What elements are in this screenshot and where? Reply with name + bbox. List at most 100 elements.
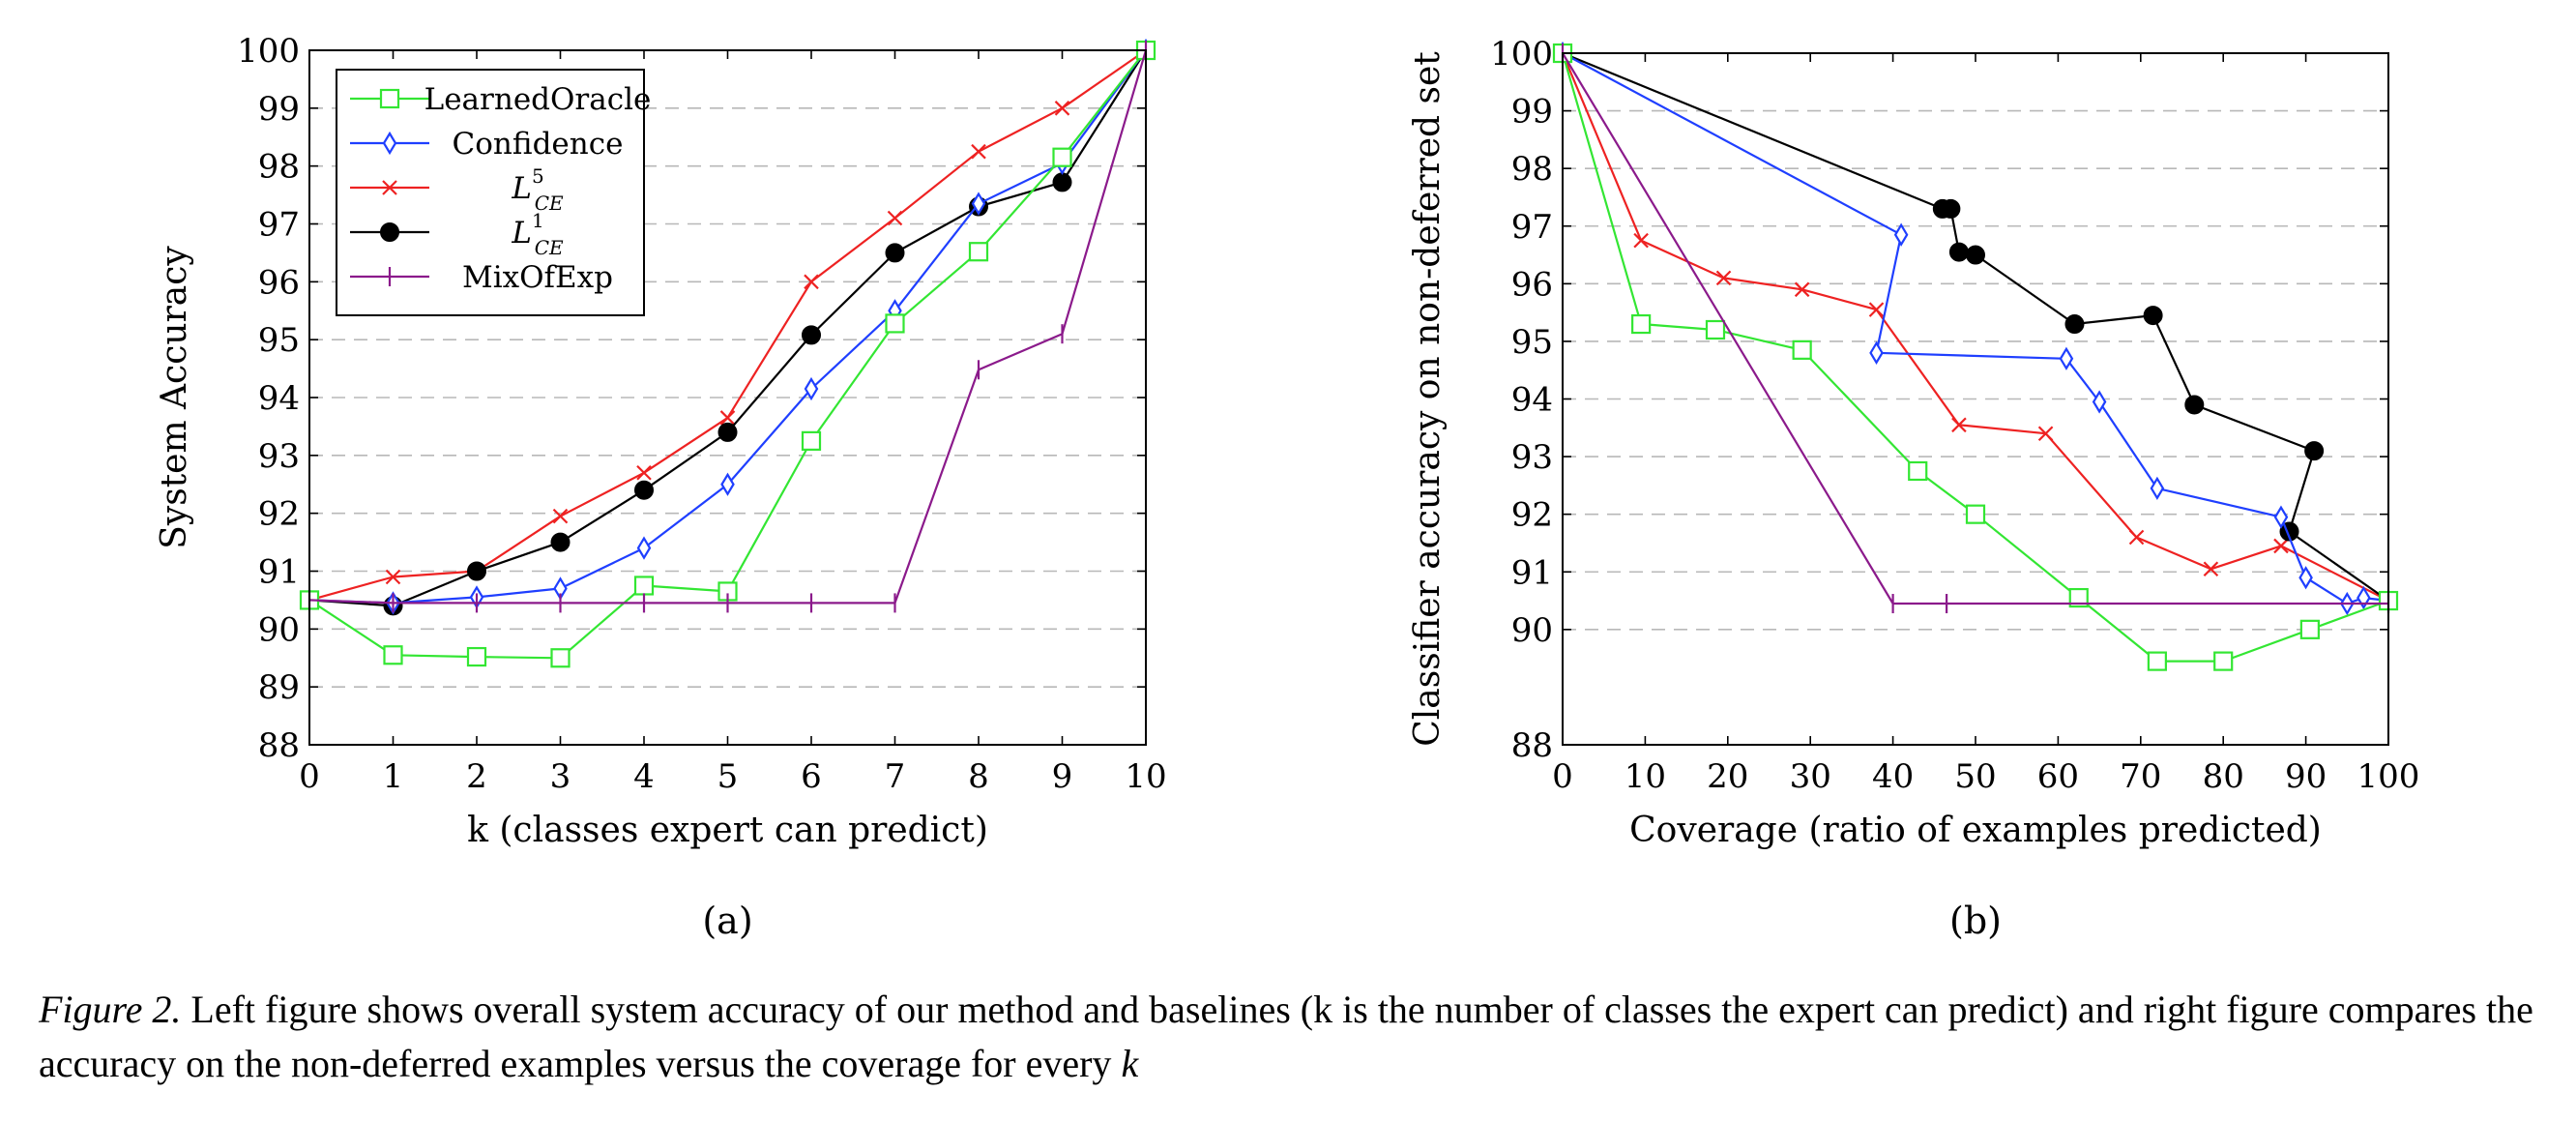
chart-a-point-l1ce — [717, 422, 738, 442]
chart-a-ytick-label: 96 — [258, 263, 300, 302]
caption-text: Left figure shows overall system accurac… — [39, 988, 2533, 1085]
chart-a-point-l1ce — [1052, 172, 1072, 192]
chart-b-xtick-label: 70 — [2120, 757, 2161, 796]
chart-b-xtick-label: 90 — [2285, 757, 2327, 796]
chart-b-point-confidence — [1869, 340, 1884, 365]
chart-a-xtick-label: 6 — [801, 757, 822, 796]
chart-b-ytick-label: 91 — [1511, 553, 1553, 592]
chart-b-ytick-label: 88 — [1511, 726, 1553, 765]
chart-a-point-l1ce — [634, 480, 654, 500]
chart-b-ytick-label: 99 — [1511, 93, 1553, 132]
chart-b-point-l5ce — [1951, 417, 1967, 433]
chart-b-point-l1ce — [2064, 314, 2085, 335]
chart-a-point-l1ce — [467, 561, 486, 581]
chart-a-panel: 0 1 2 3 4 5 6 7 8 9 10 88 89 90 91 92 93 94 95 96 97 98 99 100 k… — [0, 0, 1257, 967]
legend-label-base: L — [511, 216, 532, 251]
chart-b-xtick-label: 80 — [2203, 757, 2244, 796]
chart-b-xtick-label: 0 — [1552, 757, 1573, 796]
legend-label-learnedoracle: LearnedOracle — [424, 82, 652, 117]
legend-label-mixofexp: MixOfExp — [462, 260, 613, 295]
legend-entry-l5ce: L5 CE — [350, 164, 564, 215]
chart-b-xtick-label: 30 — [1790, 757, 1831, 796]
chart-a-ytick-label: 92 — [258, 495, 300, 534]
legend-marker-l5ce — [382, 180, 397, 195]
legend-label-base: L — [511, 171, 532, 206]
chart-b-point-l5ce — [1794, 281, 1810, 298]
chart-b-point-l5ce — [2273, 538, 2289, 554]
chart-b-line-learnedoracle — [1561, 52, 2389, 663]
chart-a-ytick-label: 100 — [237, 32, 300, 71]
chart-b-ytick-label: 97 — [1511, 208, 1553, 247]
chart-a-ytick-label: 88 — [258, 726, 300, 765]
chart-a-point-confidence — [804, 376, 819, 401]
chart-a-xtick-label: 0 — [299, 757, 320, 796]
chart-a-ytick-label: 99 — [258, 90, 300, 129]
chart-a-point-learnedoracle — [885, 313, 905, 334]
chart-a-point-confidence — [720, 472, 735, 496]
chart-a-xtick-label: 5 — [717, 757, 739, 796]
chart-b-panel: 0 10 20 30 40 50 60 70 80 90 100 88 90 91 92 93 94 95 96 97… — [1257, 0, 2576, 967]
chart-a-xtick-label: 7 — [885, 757, 906, 796]
chart-a-point-l5ce — [971, 143, 986, 160]
chart-a-point-confidence — [636, 536, 652, 560]
chart-b-ytick-label: 95 — [1511, 323, 1553, 362]
chart-a-ytick-label: 93 — [258, 437, 300, 476]
legend-label-sub: CE — [535, 192, 564, 215]
chart-b-xtick-label: 60 — [2037, 757, 2079, 796]
chart-b-ytick-label: 93 — [1511, 438, 1553, 477]
chart-b-ytick-label: 94 — [1511, 381, 1553, 420]
chart-b-line-mixofexp — [1562, 52, 2388, 605]
legend-marker-confidence — [382, 131, 397, 156]
chart-b-point-confidence — [1893, 222, 1909, 247]
chart-b-point-confidence — [2059, 346, 2074, 370]
chart-a-point-l1ce — [802, 325, 821, 345]
chart-a-point-confidence — [971, 192, 986, 216]
legend-entry-confidence: Confidence — [350, 127, 623, 162]
chart-b-series-confidence — [1555, 41, 2396, 616]
chart-b-xtick-label: 40 — [1872, 757, 1914, 796]
chart-a-xtick-label: 1 — [383, 757, 404, 796]
chart-a-frame — [308, 49, 1147, 746]
chart-b-point-learnedoracle — [1631, 313, 1652, 335]
legend-box — [336, 69, 645, 316]
chart-a-ytick-label: 89 — [258, 668, 300, 707]
caption-variable: k — [1121, 1042, 1139, 1085]
chart-b-xtick-label: 20 — [1707, 757, 1748, 796]
chart-a-xtick-label: 2 — [466, 757, 487, 796]
chart-b-xlabel: Coverage (ratio of examples predicted) — [1629, 811, 2322, 850]
chart-a-xtick-label: 9 — [1052, 757, 1073, 796]
chart-b-ytick-label: 92 — [1511, 496, 1553, 535]
chart-b-point-learnedoracle — [2068, 587, 2089, 608]
legend-entry-mixofexp: MixOfExp — [350, 260, 613, 295]
legend-label-l5ce: L5 CE — [511, 164, 564, 215]
chart-a: 0 1 2 3 4 5 6 7 8 9 10888990919293949596979899100k… — [155, 32, 1167, 942]
chart-a-ylabel: System Accuracy — [155, 246, 194, 549]
chart-b-point-l5ce — [2128, 529, 2145, 546]
chart-b: 0 10 20 30 40 50 60 70 80 90 100 88 90 91 92 93 94 95 96 97… — [1408, 35, 2419, 942]
chart-b-point-l5ce — [2037, 426, 2054, 442]
chart-b-ytick-label: 96 — [1511, 265, 1553, 304]
legend-marker-l1ce — [380, 222, 399, 242]
caption-lead: Figure 2. — [39, 988, 182, 1031]
chart-b-point-l1ce — [2304, 441, 2325, 461]
chart-b-point-learnedoracle — [2299, 619, 2320, 639]
chart-a-ytick-label: 97 — [258, 206, 300, 245]
chart-b-point-l1ce — [1966, 245, 1985, 265]
chart-a-ytick-label: 98 — [258, 148, 300, 187]
chart-b-point-l1ce — [1948, 242, 1969, 262]
chart-a-point-l5ce — [887, 210, 903, 226]
chart-a-point-learnedoracle — [1052, 147, 1072, 167]
chart-a-ytick-label: 94 — [258, 379, 300, 418]
chart-a-point-l5ce — [1054, 101, 1070, 116]
chart-a-point-learnedoracle — [466, 646, 487, 667]
chart-b-point-learnedoracle — [1792, 340, 1812, 360]
chart-b-point-learnedoracle — [2213, 651, 2234, 671]
chart-b-series-learnedoracle — [1552, 43, 2399, 671]
chart-a-ytick-label: 90 — [258, 610, 300, 649]
chart-b-point-l5ce — [1715, 270, 1732, 286]
chart-a-point-learnedoracle — [968, 242, 989, 262]
chart-a-point-l5ce — [719, 410, 736, 426]
chart-a-xtick-label: 3 — [550, 757, 571, 796]
figure-caption: Figure 2. Left figure shows overall syst… — [39, 983, 2553, 1091]
